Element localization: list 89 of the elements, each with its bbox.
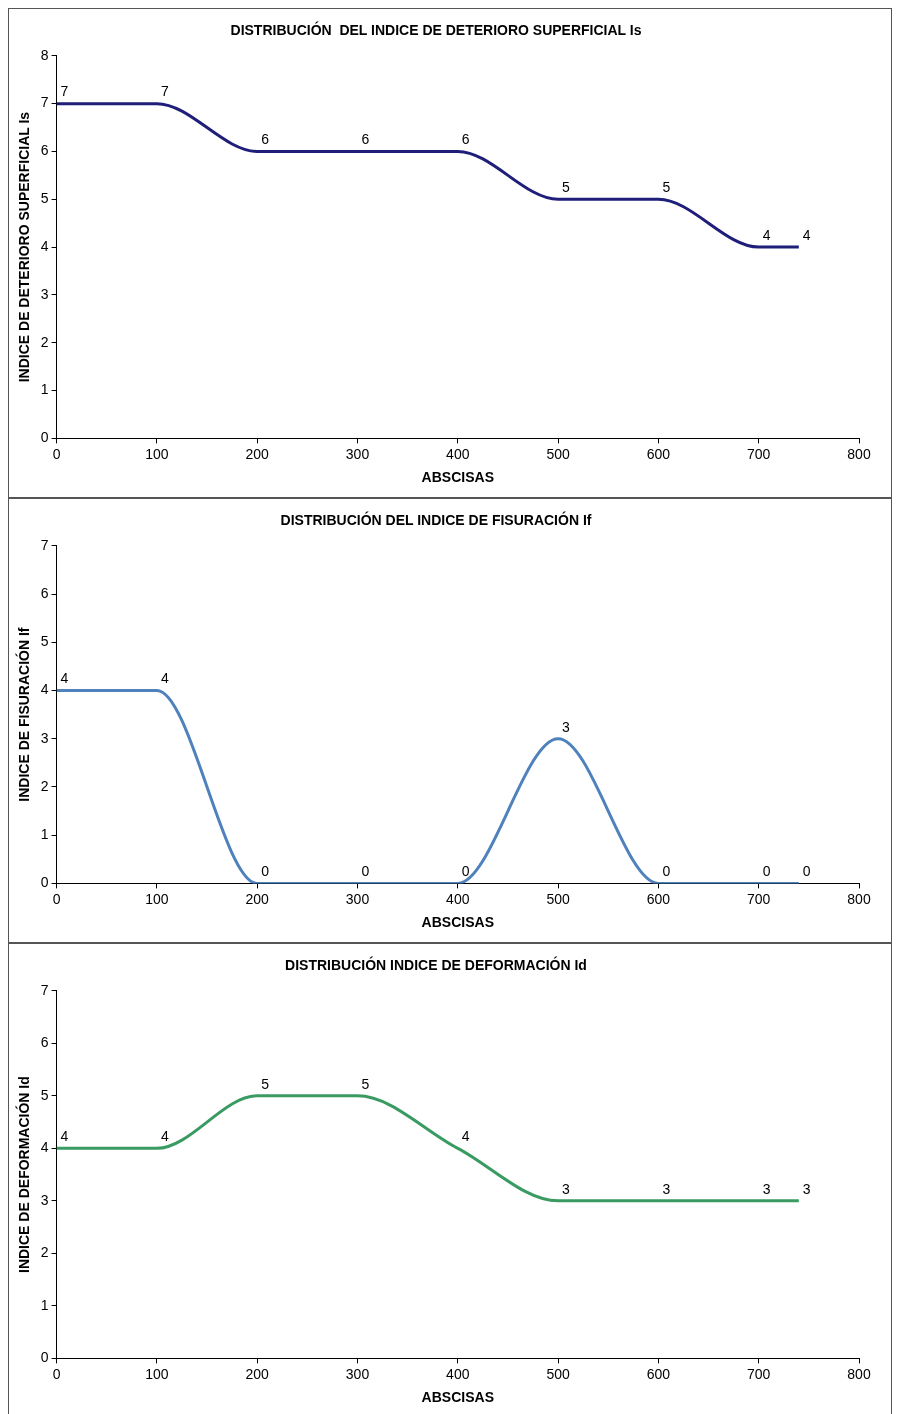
data-label: 3 — [562, 1180, 571, 1197]
data-label: 5 — [662, 179, 671, 196]
data-label: 5 — [361, 1075, 370, 1092]
data-label: 3 — [562, 718, 571, 735]
x-tick-label: 100 — [145, 890, 169, 907]
data-label: 4 — [160, 1128, 169, 1145]
data-label: 7 — [160, 83, 169, 100]
y-tick-label: 0 — [40, 874, 49, 891]
y-tick-label: 3 — [40, 285, 49, 302]
x-axis-title: ABSCISAS — [421, 914, 494, 931]
y-tick-label: 4 — [40, 1139, 49, 1156]
x-tick-label: 200 — [245, 445, 270, 462]
x-tick-label: 200 — [245, 890, 270, 907]
data-label: 0 — [261, 863, 270, 880]
y-tick-label: 8 — [40, 46, 49, 63]
y-tick-label: 1 — [40, 1296, 49, 1313]
y-tick-label: 3 — [40, 1191, 49, 1208]
y-tick-label: 2 — [40, 333, 49, 350]
y-tick-label: 5 — [40, 633, 49, 650]
y-tick-label: 6 — [40, 1034, 49, 1051]
x-tick-label: 600 — [646, 890, 671, 907]
data-label: 4 — [762, 226, 771, 243]
data-label: 0 — [662, 863, 671, 880]
x-tick-label: 500 — [546, 445, 570, 462]
y-axis-title: INDICE DE DEFORMACIÓN Id — [15, 1076, 33, 1273]
data-label: 6 — [261, 131, 270, 148]
y-axis-title: INDICE DE DETERIORO SUPERFICIAL Is — [16, 111, 33, 383]
y-tick-label: 0 — [40, 1349, 49, 1366]
x-tick-label: 100 — [145, 445, 169, 462]
x-tick-label: 500 — [546, 890, 570, 907]
data-label: 3 — [762, 1180, 771, 1197]
y-tick-label: 4 — [40, 681, 49, 698]
y-tick-label: 1 — [40, 381, 49, 398]
y-tick-label: 4 — [40, 237, 49, 254]
y-tick-label: 6 — [40, 142, 49, 159]
x-tick-label: 300 — [345, 890, 370, 907]
x-axis-title: ABSCISAS — [421, 469, 494, 486]
x-tick-label: 600 — [646, 445, 671, 462]
y-tick-label: 2 — [40, 1244, 49, 1261]
data-label: 4 — [160, 670, 169, 687]
x-tick-label: 300 — [345, 445, 370, 462]
data-label: 3 — [802, 1180, 811, 1197]
y-tick-label: 7 — [40, 981, 49, 998]
y-tick-label: 7 — [40, 536, 49, 553]
chart-title: DISTRIBUCIÓN DEL INDICE DE DETERIORO SUPERFICIAL Is — [230, 21, 642, 39]
data-label: 0 — [762, 863, 771, 880]
x-tick-label: 700 — [747, 1365, 771, 1382]
y-axis-title: INDICE DE FISURACIÓN If — [15, 627, 33, 802]
data-label: 6 — [461, 131, 470, 148]
x-tick-label: 500 — [546, 1365, 570, 1382]
x-tick-label: 0 — [52, 445, 61, 462]
x-tick-label: 800 — [847, 445, 871, 462]
y-tick-label: 1 — [40, 826, 49, 843]
chart-title: DISTRIBUCIÓN DEL INDICE DE FISURACIÓN If — [280, 511, 592, 529]
data-label: 5 — [261, 1075, 270, 1092]
y-tick-label: 7 — [40, 94, 49, 111]
x-tick-label: 700 — [747, 890, 771, 907]
y-tick-label: 3 — [40, 729, 49, 746]
data-label: 0 — [802, 863, 811, 880]
x-tick-label: 700 — [747, 445, 771, 462]
x-tick-label: 0 — [52, 1365, 61, 1382]
x-tick-label: 0 — [52, 890, 61, 907]
x-axis-title: ABSCISAS — [421, 1389, 494, 1406]
y-tick-label: 6 — [40, 584, 49, 601]
x-tick-label: 600 — [646, 1365, 671, 1382]
x-tick-label: 300 — [345, 1365, 370, 1382]
data-label: 4 — [802, 226, 811, 243]
x-tick-label: 100 — [145, 1365, 169, 1382]
chart-title: DISTRIBUCIÓN INDICE DE DEFORMACIÓN Id — [285, 956, 587, 974]
data-label: 5 — [562, 179, 571, 196]
y-tick-label: 5 — [40, 1086, 49, 1103]
data-label: 4 — [60, 670, 69, 687]
x-tick-label: 200 — [245, 1365, 270, 1382]
line-series — [56, 102, 801, 249]
data-label: 0 — [461, 863, 470, 880]
data-label: 4 — [461, 1128, 470, 1145]
data-label: 3 — [662, 1180, 671, 1197]
x-tick-label: 400 — [446, 890, 470, 907]
x-tick-label: 400 — [446, 445, 470, 462]
data-label: 6 — [361, 131, 370, 148]
data-label: 4 — [60, 1128, 69, 1145]
y-tick-label: 5 — [40, 190, 49, 207]
x-tick-label: 800 — [847, 1365, 871, 1382]
x-tick-label: 800 — [847, 890, 871, 907]
y-tick-label: 0 — [40, 429, 49, 446]
x-tick-label: 400 — [446, 1365, 470, 1382]
data-label: 0 — [361, 863, 370, 880]
data-label: 7 — [60, 83, 69, 100]
y-tick-label: 2 — [40, 777, 49, 794]
